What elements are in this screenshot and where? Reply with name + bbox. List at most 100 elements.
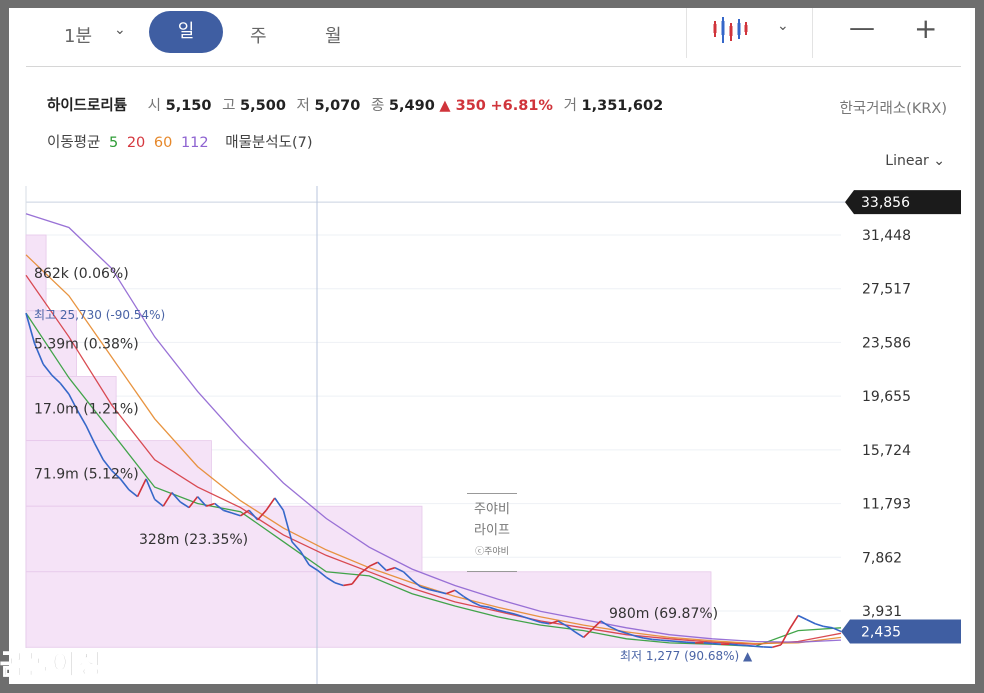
chart-window: 1분 ⌄ 일 주 월 ⌄ — + 하이드로리튬 시 5,150 고 5,500 … <box>9 8 975 684</box>
watermark-line2: 라이프 <box>474 523 510 538</box>
ma-5-legend[interactable]: 5 <box>108 135 119 151</box>
price-segment <box>746 644 756 648</box>
price-segment <box>583 628 593 638</box>
price-segment <box>171 492 182 503</box>
price-segment <box>514 613 524 618</box>
watermark-rule <box>467 493 517 494</box>
volume-profile-label: 328m (23.35%) <box>139 532 248 548</box>
price-segment <box>394 566 404 573</box>
price-segment <box>797 614 808 621</box>
price-segment <box>454 589 464 598</box>
zoom-in-button[interactable]: + <box>914 12 938 45</box>
price-segment <box>643 637 653 641</box>
volume-profile-bar <box>25 440 212 507</box>
price-segment <box>59 382 70 395</box>
price-segment <box>566 625 576 633</box>
price-segment <box>429 588 438 593</box>
price-segment <box>265 497 276 511</box>
ma-112-legend[interactable]: 112 <box>180 135 209 151</box>
price-segment <box>360 565 370 574</box>
price-segment <box>111 470 121 480</box>
price-segment <box>411 579 422 588</box>
tab-week[interactable]: 주 <box>250 26 267 47</box>
toolbar-divider <box>686 8 687 58</box>
volume-profile-bar <box>25 571 712 648</box>
zoom-out-button[interactable]: — <box>849 13 875 43</box>
price-segment <box>68 393 79 411</box>
volume-profile-legend[interactable]: 매물분석도(7) <box>225 135 313 151</box>
price-segment <box>25 312 36 344</box>
annotations: 최고 25,730 (-90.54%) 최저 1,277 (90.68%) ▲ <box>34 308 753 663</box>
price-segment <box>214 502 224 511</box>
chart-type-chevron-icon[interactable]: ⌄ <box>777 18 789 34</box>
price-segment <box>257 509 267 521</box>
tab-month[interactable]: 월 <box>325 26 342 47</box>
volume-value: 1,351,602 <box>581 98 664 114</box>
ma-line-20 <box>25 274 842 645</box>
volume-profile-label: 71.9m (5.12%) <box>34 466 139 482</box>
price-segment <box>343 583 353 587</box>
watermark: 주야비 라이프 ⓒ주야비 <box>467 492 517 557</box>
max-price-label: 33,856 <box>861 195 910 211</box>
price-segment <box>291 541 302 552</box>
candlestick-icon[interactable] <box>712 13 748 45</box>
price-segment <box>574 631 585 639</box>
price-segment <box>832 627 842 633</box>
price-segment <box>93 442 104 461</box>
toolbar: 1분 ⌄ 일 주 월 ⌄ — + <box>9 8 975 58</box>
price-segment <box>308 564 319 572</box>
price-segment <box>712 642 721 646</box>
price-segment <box>196 496 207 507</box>
price-segment <box>386 566 396 572</box>
volume-profile-label: 862k (0.06%) <box>34 266 129 282</box>
change-percent: +6.81% <box>490 98 553 114</box>
tab-day[interactable]: 일 <box>149 11 223 53</box>
y-tick-label: 3,931 <box>862 604 902 620</box>
ma-line-5 <box>25 312 842 647</box>
ma-label[interactable]: 이동평균 <box>47 135 101 151</box>
scale-type-selector[interactable]: Linear ⌄ <box>885 153 945 169</box>
interval-selector[interactable]: 1분 <box>64 26 93 47</box>
price-segment <box>154 498 164 507</box>
price-segment <box>737 644 747 647</box>
price-segment <box>823 625 833 629</box>
price-segment <box>549 620 559 625</box>
open-value: 5,150 <box>165 98 212 114</box>
price-segment <box>788 615 799 630</box>
price-segment <box>669 640 679 643</box>
y-tick-label: 19,655 <box>862 389 911 405</box>
low-label: 저 <box>296 98 310 114</box>
chevron-down-icon[interactable]: ⌄ <box>114 22 126 38</box>
change-value: ▲ 350 <box>439 98 486 114</box>
price-segment <box>299 550 310 566</box>
price-segment <box>652 638 661 641</box>
price-segment <box>634 635 644 639</box>
price-segment <box>85 425 96 444</box>
price-segment <box>402 571 413 581</box>
price-segment <box>231 512 241 517</box>
low-value: 5,070 <box>314 98 361 114</box>
y-tick-label: 11,793 <box>862 497 911 513</box>
ma-line-112 <box>25 213 842 643</box>
price-segment <box>240 509 250 517</box>
volume-profile-label: 980m (69.87%) <box>609 606 718 622</box>
price-segment <box>205 502 215 507</box>
price-segment <box>334 581 344 587</box>
price-chart[interactable]: 862k (0.06%) 5.39m (0.38%) 17.0m (1.21%) 71… <box>9 8 975 684</box>
y-tick-label: 31,448 <box>862 228 911 244</box>
indicator-legend: 이동평균 5 20 60 112 매물분석도(7) <box>47 131 313 152</box>
price-segment <box>480 605 490 609</box>
price-segment <box>600 620 610 628</box>
price-segment <box>274 497 285 511</box>
price-segment <box>179 501 190 509</box>
price-series <box>25 312 842 649</box>
moving-average-lines <box>25 213 842 647</box>
y-tick-label: 23,586 <box>862 335 911 351</box>
ma-60-legend[interactable]: 60 <box>153 135 173 151</box>
high-value: 5,500 <box>240 98 286 114</box>
price-segment <box>591 620 602 630</box>
price-segment <box>446 589 456 595</box>
price-segment <box>188 496 199 509</box>
price-segment <box>351 572 362 585</box>
ma-20-legend[interactable]: 20 <box>126 135 146 151</box>
